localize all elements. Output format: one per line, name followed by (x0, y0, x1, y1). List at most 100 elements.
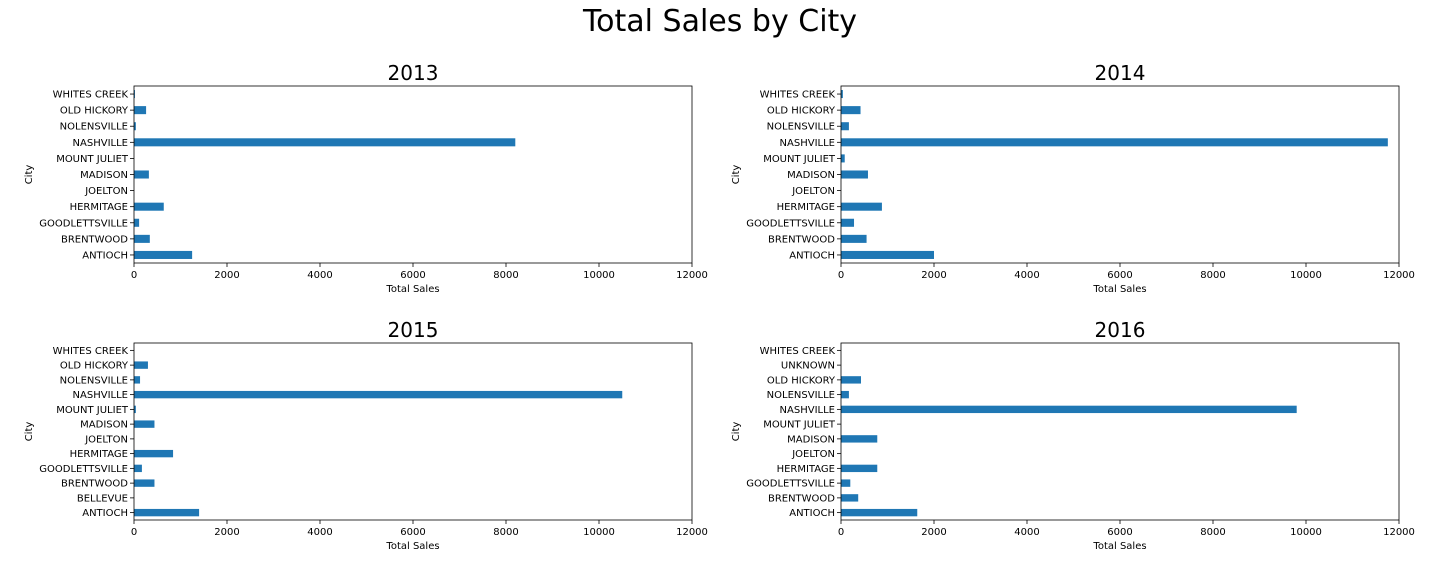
bar (134, 250, 193, 259)
y-tick-label: BRENTWOOD (768, 234, 835, 245)
y-tick-label: NASHVILLE (780, 405, 835, 416)
y-tick-label: MOUNT JULIET (56, 154, 129, 165)
x-tick-label: 2000 (214, 270, 239, 281)
y-tick-label: HERMITAGE (777, 464, 835, 475)
x-tick-label: 10000 (583, 527, 615, 538)
bar (134, 420, 155, 428)
bar (134, 218, 140, 227)
y-tick-label: OLD HICKORY (60, 106, 129, 117)
bar (841, 250, 934, 259)
y-tick-label: NOLENSVILLE (767, 390, 835, 401)
x-axis-label: Total Sales (385, 541, 439, 552)
y-tick-label: MADISON (80, 170, 128, 181)
figure-title: Total Sales by City (582, 4, 858, 39)
x-tick-label: 8000 (493, 527, 518, 538)
y-tick-label: JOELTON (84, 434, 128, 445)
x-axis-label: Total Sales (1092, 284, 1146, 295)
y-tick-label: NOLENSVILLE (60, 375, 128, 386)
x-tick-label: 10000 (1290, 270, 1322, 281)
x-tick-label: 0 (131, 527, 137, 538)
x-tick-label: 0 (838, 527, 844, 538)
y-tick-label: MADISON (787, 434, 835, 445)
bar (134, 376, 141, 384)
axes-frame (133, 342, 693, 521)
x-tick-label: 12000 (676, 270, 708, 281)
bar (134, 122, 136, 131)
axes-frame (840, 85, 1400, 264)
bar (134, 138, 516, 147)
bar (134, 170, 149, 179)
y-tick-label: HERMITAGE (70, 449, 128, 460)
bar (134, 449, 174, 458)
bar (134, 361, 148, 369)
bar (841, 138, 1388, 147)
bar (841, 202, 882, 211)
bar (841, 479, 851, 487)
bar (841, 122, 849, 131)
x-tick-label: 0 (838, 270, 844, 281)
y-axis-label: City (24, 422, 35, 442)
y-tick-label: BRENTWOOD (61, 479, 128, 490)
y-tick-label: OLD HICKORY (767, 106, 836, 117)
x-tick-label: 4000 (307, 527, 332, 538)
bar (841, 106, 861, 115)
x-tick-label: 10000 (583, 270, 615, 281)
y-tick-label: NASHVILLE (73, 390, 128, 401)
bar (841, 390, 849, 399)
y-tick-label: WHITES CREEK (760, 90, 836, 101)
x-tick-label: 12000 (676, 527, 708, 538)
bar (841, 376, 861, 384)
bar (841, 218, 855, 227)
x-tick-label: 10000 (1290, 527, 1322, 538)
y-axis-label: City (731, 165, 742, 185)
bar (134, 464, 142, 473)
x-tick-label: 4000 (307, 270, 332, 281)
axes-frame (840, 342, 1400, 521)
x-tick-label: 2000 (214, 527, 239, 538)
y-tick-label: WHITES CREEK (760, 346, 836, 357)
y-tick-label: WHITES CREEK (53, 346, 129, 357)
bar (841, 435, 878, 443)
y-tick-label: WHITES CREEK (53, 90, 129, 101)
x-tick-label: 6000 (400, 527, 425, 538)
y-tick-label: ANTIOCH (789, 250, 835, 261)
y-tick-label: JOELTON (84, 186, 128, 197)
y-tick-label: ANTIOCH (789, 508, 835, 519)
y-tick-label: GOODLETTSVILLE (39, 464, 128, 475)
x-tick-label: 4000 (1014, 527, 1039, 538)
bar (841, 508, 918, 517)
x-tick-label: 6000 (400, 270, 425, 281)
y-tick-label: MOUNT JULIET (763, 420, 836, 431)
bar (134, 234, 150, 243)
x-tick-label: 0 (131, 270, 137, 281)
y-tick-label: GOODLETTSVILLE (39, 218, 128, 229)
y-tick-label: ANTIOCH (82, 250, 128, 261)
y-tick-label: BRENTWOOD (768, 493, 835, 504)
x-tick-label: 6000 (1107, 270, 1132, 281)
bar (841, 405, 1297, 414)
subplot-title: 2014 (1095, 61, 1146, 85)
x-tick-label: 4000 (1014, 270, 1039, 281)
y-tick-label: OLD HICKORY (767, 375, 836, 386)
x-axis-label: Total Sales (1092, 541, 1146, 552)
y-tick-label: NASHVILLE (73, 138, 128, 149)
y-axis-label: City (24, 165, 35, 185)
bar (841, 234, 867, 243)
bar (841, 90, 843, 99)
y-tick-label: GOODLETTSVILLE (746, 218, 835, 229)
y-tick-label: GOODLETTSVILLE (746, 479, 835, 490)
y-tick-label: MADISON (80, 420, 128, 431)
bar (134, 390, 623, 399)
bar (841, 170, 868, 179)
y-tick-label: HERMITAGE (777, 202, 835, 213)
y-tick-label: ANTIOCH (82, 508, 128, 519)
y-tick-label: OLD HICKORY (60, 361, 129, 372)
bar (134, 202, 164, 211)
y-tick-label: JOELTON (791, 186, 835, 197)
bar (134, 405, 136, 414)
y-tick-label: BELLEVUE (77, 493, 128, 504)
x-tick-label: 2000 (921, 270, 946, 281)
y-tick-label: NOLENSVILLE (60, 122, 128, 133)
